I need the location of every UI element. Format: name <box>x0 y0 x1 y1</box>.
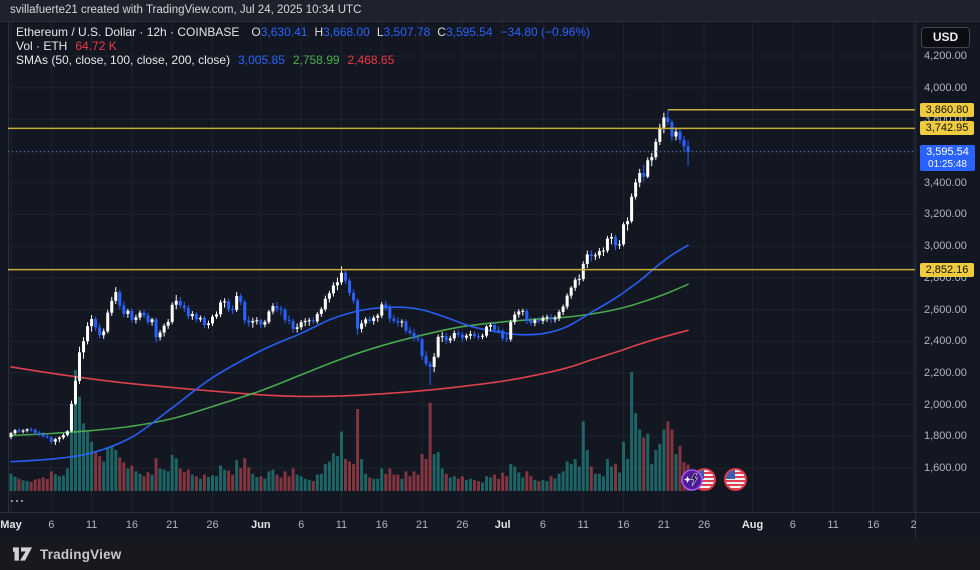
tradingview-logo-icon <box>12 547 33 561</box>
time-axis-corner <box>915 513 980 539</box>
footer-bar: TradingView <box>0 538 980 570</box>
time-axis-label: 26 <box>456 519 469 531</box>
price-axis-label: 4,200.00 <box>924 50 967 62</box>
flag-canton <box>726 470 735 479</box>
price-axis-label: 2,000.00 <box>924 398 967 411</box>
high-value: 3,668.00 <box>323 25 370 39</box>
volume-label[interactable]: Vol · ETH <box>16 39 68 53</box>
time-axis-label: 6 <box>539 519 547 531</box>
sma100-value: 2,758.99 <box>292 53 340 67</box>
price-axis-label: 3,000.00 <box>924 240 967 253</box>
price-axis-label: 4,000.00 <box>924 81 967 94</box>
price-axis[interactable]: USD 3,595.54 01:25:48 4,200.00 4,000.00 3,… <box>915 22 980 512</box>
sma-legend-row[interactable]: SMAs (50, close, 100, close, 200, close)… <box>16 53 590 67</box>
price-axis-label: 2,600.00 <box>924 303 967 316</box>
time-axis-label: 16 <box>125 519 139 531</box>
price-level-badge: 3,860.80 <box>920 102 974 117</box>
close-value: 3,595.54 <box>445 25 493 39</box>
bar-countdown: 01:25:48 <box>928 158 967 170</box>
time-axis-label: 11 <box>335 519 348 531</box>
currency-toggle-button[interactable]: USD <box>921 27 970 48</box>
us-flag-event-icon[interactable] <box>724 468 747 491</box>
time-axis-label: 21 <box>657 519 670 531</box>
low-label: L <box>376 25 384 39</box>
current-price-value: 3,595.54 <box>926 145 969 158</box>
current-price-badge: 3,595.54 01:25:48 <box>920 144 975 171</box>
time-axis-label: 16 <box>375 519 388 531</box>
time-axis[interactable]: May 6 11 16 21 26 Jun 6 11 16 21 26 Jul 6 11 16 21 26 Aug 6… <box>0 512 980 539</box>
attribution-text: svillafuerte21 created with TradingView.… <box>10 4 362 16</box>
time-axis-label: 26 <box>698 519 711 531</box>
time-axis-label: 11 <box>85 519 98 531</box>
price-level-badge: 3,742.95 <box>920 121 974 136</box>
more-options-button[interactable]: ... <box>10 490 26 505</box>
high-label: H <box>314 25 324 39</box>
time-axis-label: 2 <box>910 519 917 531</box>
time-axis-label: 16 <box>867 519 880 531</box>
time-axis-label: 11 <box>827 519 839 531</box>
time-axis-label: Jul <box>494 519 511 531</box>
chart-legend: Ethereum / U.S. Dollar · 12h · COINBASE … <box>16 25 590 67</box>
price-axis-label: 2,400.00 <box>924 335 967 348</box>
crypto-event-icon[interactable] <box>680 468 704 497</box>
low-value: 3,507.78 <box>383 25 431 39</box>
price-axis-label: 3,200.00 <box>924 208 967 221</box>
sma50-value: 3,005.85 <box>238 53 285 67</box>
time-axis-label: 21 <box>415 519 429 531</box>
chart-area[interactable]: Ethereum / U.S. Dollar · 12h · COINBASE … <box>0 22 980 512</box>
sma200-value: 2,468.65 <box>347 53 395 67</box>
time-axis-label: 11 <box>577 519 589 531</box>
time-axis-label: May <box>0 519 22 531</box>
tradingview-logo[interactable]: TradingView <box>12 546 121 562</box>
price-level-badge: 2,852.16 <box>920 262 974 277</box>
time-axis-label: 16 <box>617 519 630 531</box>
price-axis-label: 2,200.00 <box>924 366 967 379</box>
open-value: 3,630.41 <box>260 25 308 39</box>
time-axis-label: Jun <box>251 519 271 531</box>
price-axis-label: 1,800.00 <box>924 430 967 443</box>
time-axis-label: Aug <box>741 519 764 531</box>
change-value: −34.80 (−0.96%) <box>500 25 591 39</box>
tradingview-logo-text: TradingView <box>40 546 122 562</box>
price-axis-label: 3,400.00 <box>924 176 967 189</box>
open-label: O <box>251 25 261 39</box>
time-axis-label: 26 <box>206 519 219 531</box>
time-axis-label: 6 <box>48 519 55 531</box>
close-label: C <box>437 25 446 39</box>
time-axis-label: 6 <box>298 519 305 531</box>
volume-legend-row[interactable]: Vol · ETH 64.72 K <box>16 39 590 53</box>
attribution-bar: svillafuerte21 created with TradingView.… <box>0 0 980 22</box>
volume-value: 64.72 K <box>75 39 117 53</box>
sma-label[interactable]: SMAs (50, close, 100, close, 200, close) <box>16 53 231 67</box>
symbol-title[interactable]: Ethereum / U.S. Dollar · 12h · COINBASE <box>16 25 240 39</box>
time-axis-label: 21 <box>166 519 179 531</box>
price-axis-label: 1,600.00 <box>924 461 967 474</box>
symbol-legend-row[interactable]: Ethereum / U.S. Dollar · 12h · COINBASE … <box>16 25 590 39</box>
time-axis-label: 6 <box>789 519 796 531</box>
candlestick-chart-canvas[interactable] <box>8 22 915 512</box>
